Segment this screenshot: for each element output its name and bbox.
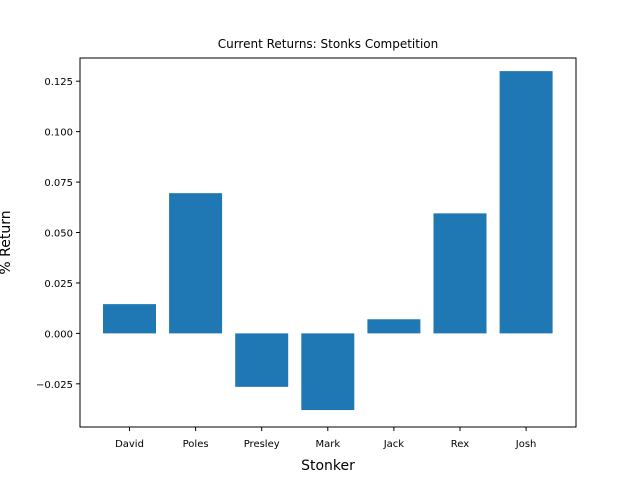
x-tick-label: Mark [315,439,340,450]
x-tick-label: Josh [515,439,537,450]
x-tick-label: Jack [383,439,405,450]
bars-group [103,71,553,411]
x-axis-label: Stonker [301,458,355,474]
y-axis-ticks: −0.025 0.000 0.025 0.050 0.075 0.100 0.125 [36,77,80,391]
y-tick-label: 0.125 [44,77,73,88]
y-axis-label: % Return [0,210,14,274]
y-tick-label: −0.025 [36,380,73,391]
bar-rex [433,213,487,334]
plot-frame [79,57,577,428]
chart-title: Current Returns: Stonks Competition [218,37,439,51]
bar-mark [301,333,355,411]
bar-jack [367,319,421,334]
bar-josh [499,71,553,334]
bar-presley [235,333,289,387]
x-axis-ticks: David Poles Presley Mark Jack Rex Josh [115,427,536,450]
x-tick-label: Rex [451,439,469,450]
y-tick-label: 0.050 [44,229,73,240]
x-tick-label: Poles [183,439,209,450]
x-tick-label: Presley [244,439,280,450]
y-tick-label: 0.025 [44,279,73,290]
x-tick-label: David [115,439,144,450]
bar-poles [169,193,223,334]
bar-david [103,304,156,334]
y-tick-label: 0.100 [44,128,73,139]
y-tick-label: 0.075 [44,178,73,189]
y-tick-label: 0.000 [44,329,73,340]
